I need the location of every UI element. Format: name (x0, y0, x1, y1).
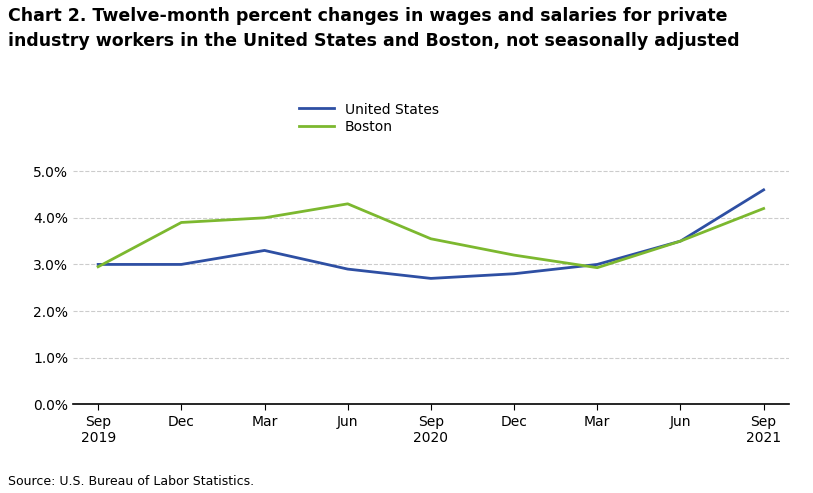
Boston (259, 215, 269, 221)
Boston (759, 206, 768, 211)
Line: United States: United States (98, 190, 763, 279)
Boston (343, 201, 353, 207)
United States (759, 187, 768, 193)
Boston (93, 264, 103, 270)
United States (259, 247, 269, 253)
Boston (176, 219, 186, 225)
Text: Source: U.S. Bureau of Labor Statistics.: Source: U.S. Bureau of Labor Statistics. (8, 475, 254, 488)
Line: Boston: Boston (98, 204, 763, 268)
United States (676, 238, 685, 244)
United States (176, 261, 186, 267)
United States (426, 276, 436, 282)
Text: Chart 2. Twelve-month percent changes in wages and salaries for private: Chart 2. Twelve-month percent changes in… (8, 7, 728, 26)
Boston (426, 236, 436, 242)
United States (593, 261, 602, 267)
Legend: United States, Boston: United States, Boston (295, 99, 443, 139)
Boston (509, 252, 519, 258)
Boston (593, 265, 602, 271)
United States (509, 271, 519, 277)
United States (343, 266, 353, 272)
Boston (676, 238, 685, 244)
Text: industry workers in the United States and Boston, not seasonally adjusted: industry workers in the United States an… (8, 32, 740, 50)
United States (93, 261, 103, 267)
